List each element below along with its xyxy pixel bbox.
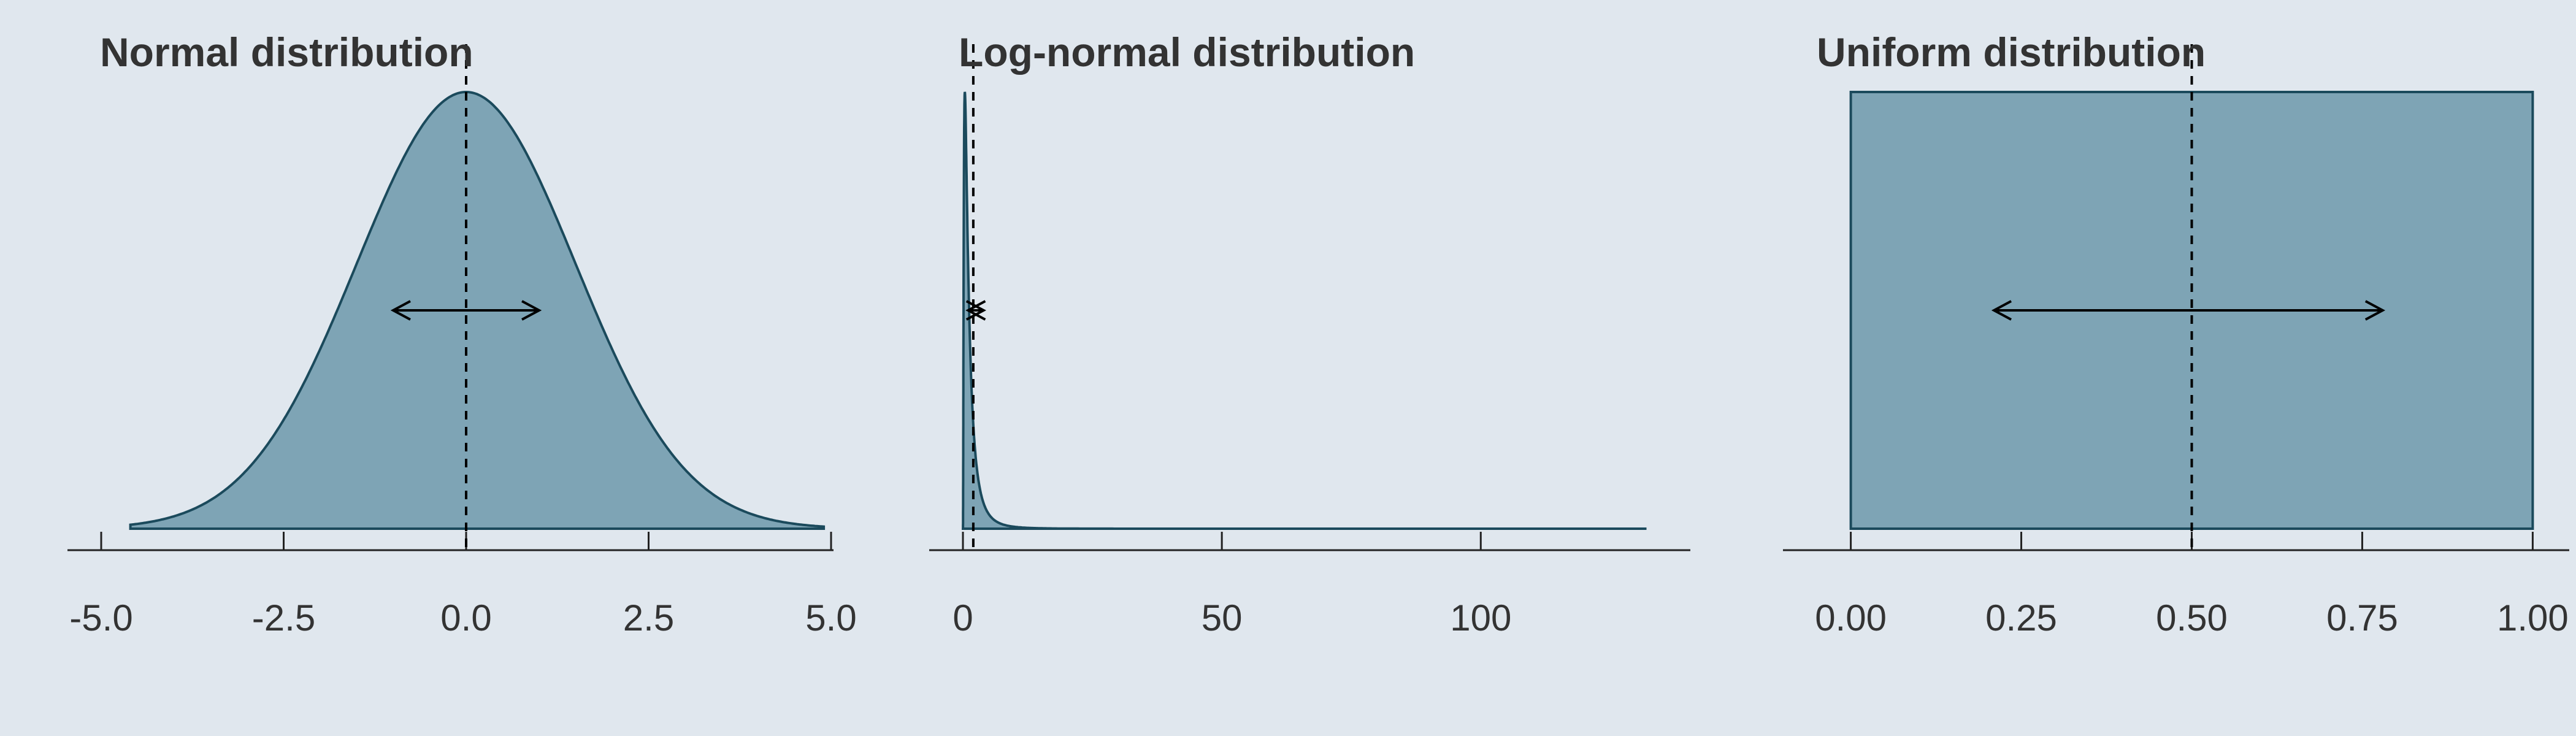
panel-title: Log-normal distribution [959, 29, 1415, 75]
x-tick-label: 0.25 [1985, 597, 2057, 638]
x-tick-label: 0.00 [1815, 597, 1887, 638]
panels: -5.0 -2.5 0.0 2.5 5.0 Normal distribution 0 50 1… [67, 29, 2569, 638]
x-tick-label: 0 [953, 597, 973, 638]
x-tick-label: 5.0 [805, 597, 856, 638]
x-tick-label: 0.75 [2326, 597, 2398, 638]
panel-lognormal: 0 50 100 Log-normal distribution [929, 29, 1690, 638]
panel-title: Normal distribution [100, 29, 473, 75]
x-tick-label: 0.50 [2156, 597, 2228, 638]
panel-title: Uniform distribution [1817, 29, 2206, 75]
x-tick-label: 50 [1202, 597, 1243, 638]
density-area [962, 91, 1647, 530]
x-tick-label: 100 [1450, 597, 1511, 638]
spread-arrow [965, 300, 987, 321]
panel-normal: -5.0 -2.5 0.0 2.5 5.0 Normal distribution [67, 29, 857, 638]
x-tick-label: 1.00 [2497, 597, 2569, 638]
x-tick-label: -2.5 [252, 597, 315, 638]
x-tick-label: 2.5 [623, 597, 674, 638]
x-tick-label: 0.0 [440, 597, 491, 638]
panel-uniform: 0.00 0.25 0.50 0.75 1.00 Uniform distribution [1783, 29, 2569, 638]
spread-arrow [390, 300, 542, 321]
spread-arrow [1991, 300, 2386, 321]
x-tick-label: -5.0 [69, 597, 132, 638]
